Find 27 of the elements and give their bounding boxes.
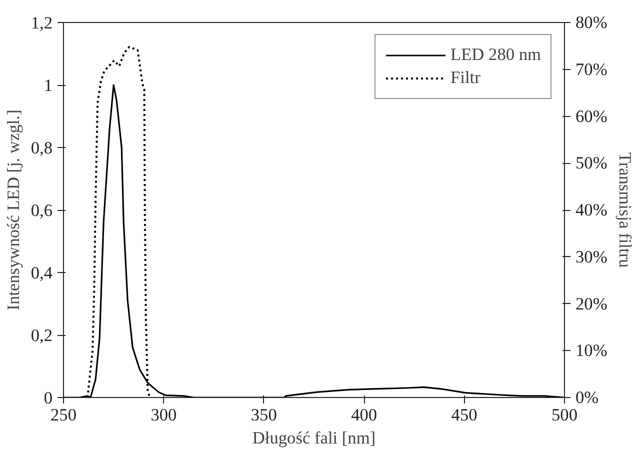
y2-tick-label: 20% [576,294,608,314]
y2-tick-label: 30% [576,247,608,266]
legend-label: LED 280 nm [450,45,541,65]
x-axis-title: Długość fali [nm] [252,428,376,448]
y2-axis-title: Transmisja filtru [615,152,634,268]
x-tick-label: 350 [250,406,277,424]
x-tick-label: 400 [351,406,378,424]
y2-tick-label: 70% [576,60,608,79]
y2-tick-label: 10% [576,341,608,360]
y-tick-label: 0,6 [30,201,53,220]
y-tick-label: 0,8 [30,138,53,158]
y-tick-label: 0 [44,388,53,408]
y-tick-label: 1 [44,76,53,95]
x-tick-label: 250 [50,406,77,424]
y-tick-label: 0,2 [30,326,53,345]
y-axis-title: Intensywność LED [j. wzgl.] [4,110,23,310]
y2-tick-label: 60% [576,106,608,126]
y-tick-label: 1,2 [30,14,53,32]
x-tick-label: 500 [552,406,578,424]
x-tick-label: 300 [150,406,177,424]
y2-tick-label: 50% [576,154,608,173]
y2-tick-label: 0% [576,388,599,407]
y2-tick-label: 80% [576,13,608,32]
y-tick-label: 0,4 [30,264,53,282]
y2-tick-label: 40% [576,200,608,220]
legend-label: Filtr [450,68,480,88]
x-tick-label: 450 [451,406,478,424]
